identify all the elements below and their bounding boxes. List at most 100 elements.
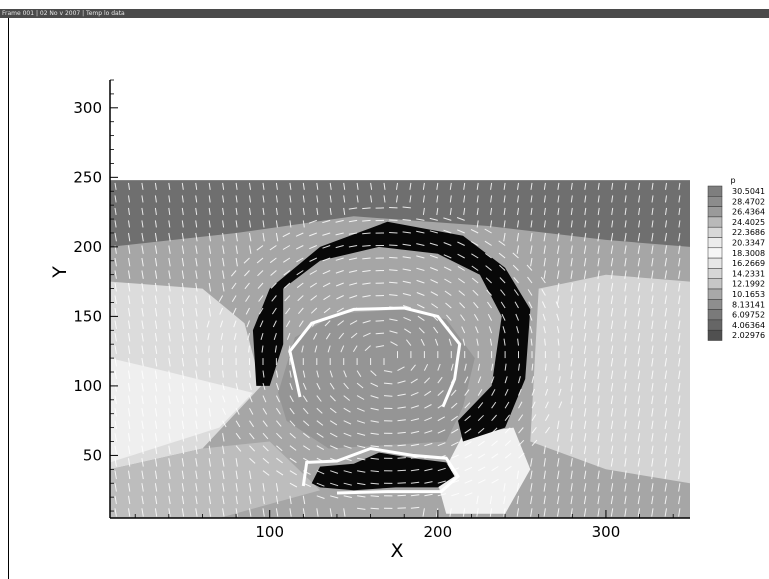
vector-arrow <box>429 242 438 246</box>
vector-arrow <box>316 508 319 517</box>
vector-arrow <box>343 470 352 474</box>
vector-arrow <box>424 417 433 422</box>
vector-arrow <box>503 232 506 242</box>
vector-arrow <box>429 230 438 234</box>
vector-arrow <box>181 420 185 430</box>
vector-arrow <box>128 295 131 304</box>
vector-arrow <box>431 303 439 309</box>
vector-arrow <box>444 290 452 296</box>
vector-arrow <box>316 395 322 402</box>
vector-arrow <box>678 433 681 442</box>
vector-arrow <box>329 508 333 517</box>
vector-arrow <box>637 270 641 279</box>
vector-arrow <box>128 282 131 292</box>
vector-arrow <box>531 388 535 396</box>
vector-arrow <box>114 458 117 467</box>
vector-arrow <box>256 245 264 251</box>
vector-arrow <box>487 313 493 321</box>
vector-arrow <box>337 320 345 326</box>
vector-arrow <box>624 295 627 304</box>
vector-arrow <box>313 332 318 340</box>
vector-arrow <box>543 270 546 279</box>
vector-arrow <box>678 395 681 405</box>
vector-arrow <box>443 242 452 246</box>
vector-arrow <box>489 508 493 517</box>
vector-arrow <box>302 495 306 505</box>
vector-arrow <box>154 257 158 267</box>
vector-arrow <box>678 370 681 380</box>
vector-arrow <box>289 370 292 378</box>
vector-arrow <box>249 470 252 480</box>
vector-arrow <box>451 441 459 447</box>
vector-arrow <box>316 420 324 426</box>
frame-title-bar: Frame 001 | 02 No v 2007 | Temp lo data <box>0 0 769 19</box>
vector-arrow <box>235 508 238 517</box>
vector-arrow <box>338 332 345 340</box>
vector-arrow <box>543 245 546 254</box>
vector-arrow <box>610 320 614 329</box>
vector-arrow <box>168 232 171 242</box>
vector-arrow <box>219 307 224 315</box>
vector-arrow <box>664 395 667 405</box>
vector-arrow <box>457 241 465 246</box>
vector-arrow <box>389 330 398 334</box>
vector-arrow <box>364 345 371 352</box>
vector-arrow <box>637 257 641 267</box>
vector-arrow <box>517 338 519 346</box>
vector-arrow <box>430 267 438 271</box>
vector-arrow <box>370 445 379 448</box>
vector-arrow <box>530 257 533 267</box>
vector-arrow <box>513 276 519 284</box>
legend-label: 8.13141 <box>732 300 765 309</box>
vector-arrow <box>154 182 157 190</box>
vector-arrow <box>222 270 225 279</box>
vector-arrow <box>503 195 506 203</box>
vector-arrow <box>530 195 533 203</box>
vector-arrow <box>651 195 654 203</box>
vector-arrow <box>128 333 131 342</box>
vector-arrow <box>362 232 371 235</box>
vector-arrow <box>343 445 352 449</box>
vector-arrow <box>457 253 465 259</box>
vector-arrow <box>597 220 600 228</box>
vector-arrow <box>410 494 420 497</box>
vector-arrow <box>437 376 443 384</box>
vector-arrow <box>664 295 667 304</box>
y-tick-label: 250 <box>73 168 102 186</box>
vector-arrow <box>678 408 681 417</box>
vector-arrow <box>314 345 318 353</box>
vector-arrow <box>289 445 297 451</box>
vector-arrow <box>544 363 547 371</box>
vector-arrow <box>664 408 667 417</box>
vector-arrow <box>141 483 144 492</box>
vector-arrow <box>597 257 600 267</box>
vector-arrow <box>437 363 441 371</box>
vector-arrow <box>449 207 452 215</box>
vector-arrow <box>410 418 420 422</box>
vector-arrow <box>557 295 560 304</box>
vector-arrow <box>584 195 587 203</box>
vector-arrow <box>154 282 158 292</box>
vector-arrow <box>597 483 600 492</box>
vector-arrow <box>114 470 117 480</box>
vector-arrow <box>664 458 667 467</box>
vector-arrow <box>301 345 304 353</box>
vector-arrow <box>450 389 457 396</box>
vector-arrow <box>464 454 473 459</box>
vector-arrow <box>274 345 277 353</box>
vector-arrow <box>544 388 549 396</box>
vector-arrow <box>336 307 344 313</box>
vector-arrow <box>220 332 224 341</box>
vector-arrow <box>651 307 654 317</box>
vector-arrow <box>222 483 225 492</box>
vector-arrow <box>664 358 667 367</box>
vector-arrow <box>128 182 130 190</box>
vector-arrow <box>114 395 117 405</box>
vector-arrow <box>249 382 252 391</box>
vector-arrow <box>570 470 573 480</box>
legend-label: 20.3347 <box>732 239 765 248</box>
vector-arrow <box>543 483 546 492</box>
vector-arrow <box>557 220 560 228</box>
vector-arrow <box>181 207 184 215</box>
